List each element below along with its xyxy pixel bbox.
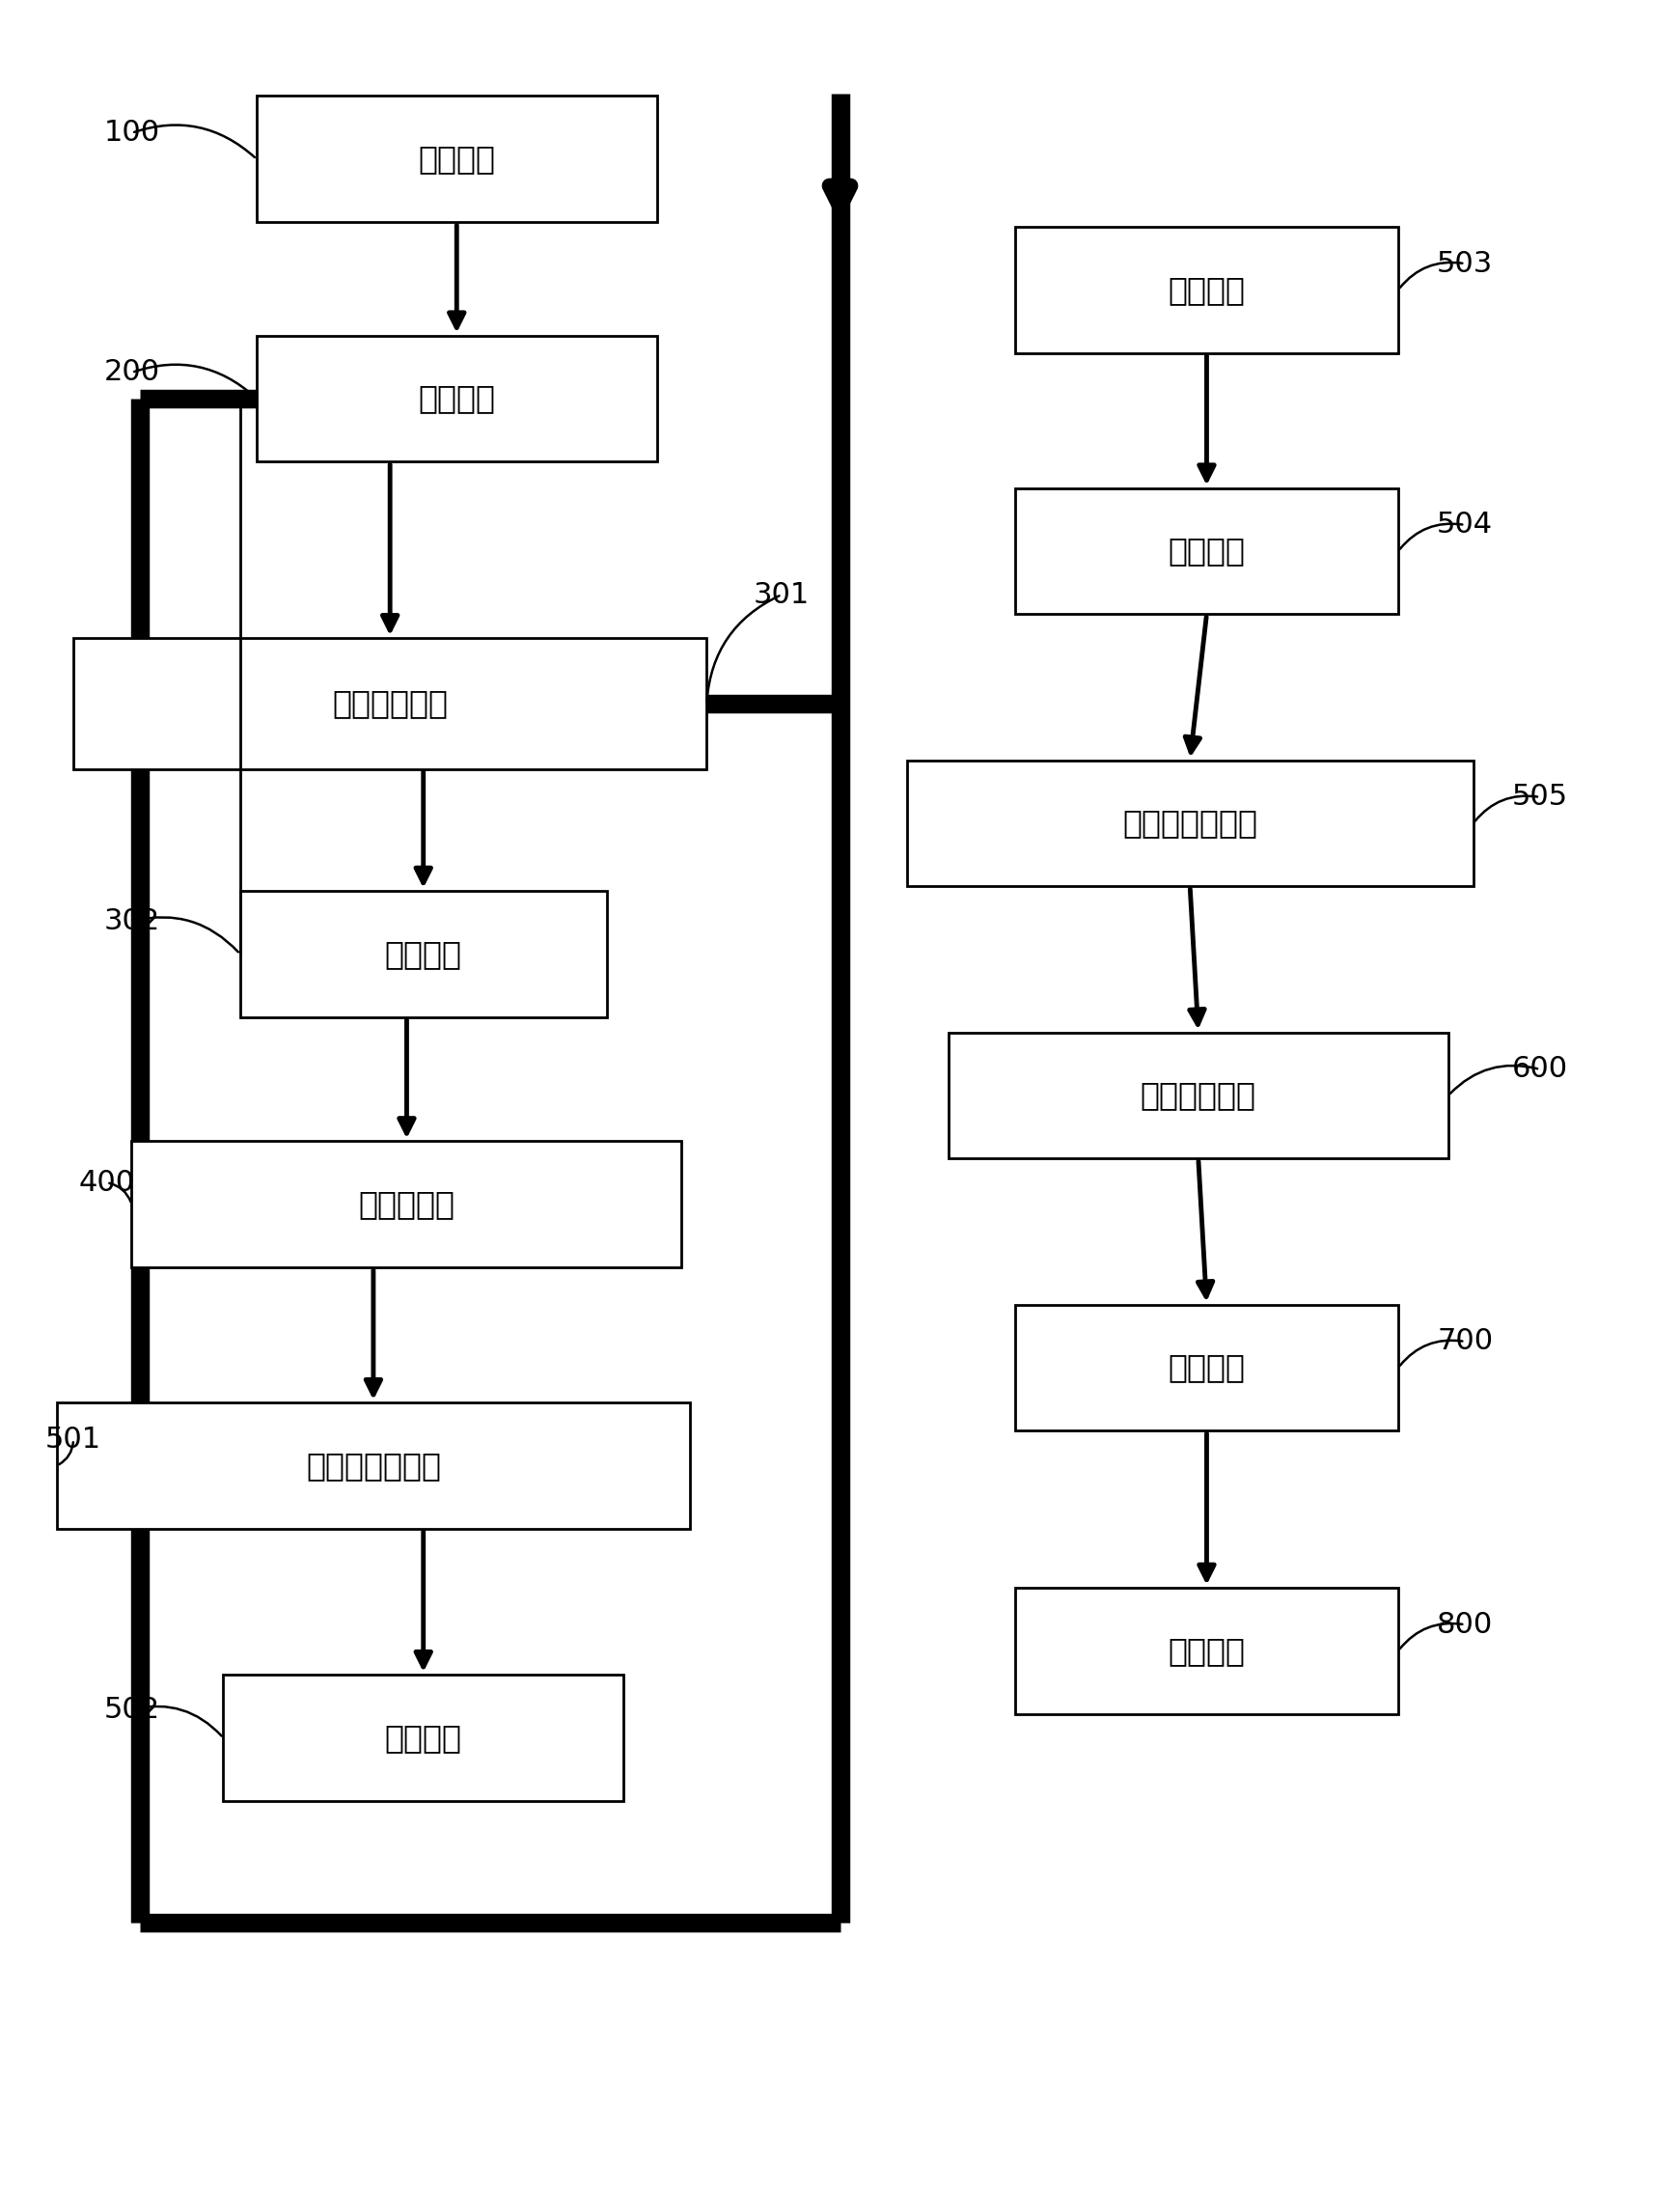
Text: 505: 505 <box>1512 782 1567 811</box>
Text: 溅镱步骤: 溅镱步骤 <box>385 938 462 971</box>
Bar <box>1015 226 1398 353</box>
Text: 200: 200 <box>104 359 160 386</box>
Text: 光阵层去除步骤: 光阵层去除步骤 <box>1122 806 1258 839</box>
Text: 镀銀步骤: 镀銀步骤 <box>1168 1634 1245 1667</box>
Bar <box>223 1674 623 1801</box>
Bar <box>257 96 657 221</box>
Text: 曝光步骤: 曝光步骤 <box>385 1722 462 1753</box>
Text: 钒孔步骤: 钒孔步骤 <box>418 383 496 414</box>
Text: 显影步骤: 显影步骤 <box>1168 274 1245 307</box>
Text: 800: 800 <box>1436 1610 1494 1639</box>
Text: 线路成型步骤: 线路成型步骤 <box>1141 1080 1257 1111</box>
Text: 印刷填孔步骤: 印刷填孔步骤 <box>333 688 449 719</box>
Bar <box>131 1142 682 1269</box>
Bar <box>240 892 606 1017</box>
Text: 502: 502 <box>104 1696 160 1724</box>
Text: 504: 504 <box>1436 511 1494 539</box>
Bar <box>57 1402 690 1529</box>
Text: 700: 700 <box>1436 1328 1494 1356</box>
Bar <box>1015 1588 1398 1713</box>
Bar <box>257 335 657 462</box>
Bar <box>74 638 707 769</box>
Text: 400: 400 <box>79 1168 134 1196</box>
Text: 600: 600 <box>1512 1056 1567 1082</box>
Text: 301: 301 <box>754 581 810 609</box>
Bar <box>1015 489 1398 613</box>
Text: 光阵层形成步骤: 光阵层形成步骤 <box>306 1450 440 1481</box>
Bar <box>907 760 1473 887</box>
Text: 蚀刻步骤: 蚀刻步骤 <box>1168 535 1245 567</box>
Text: 基板步骤: 基板步骤 <box>418 142 496 175</box>
Text: 镀镍步骤: 镀镍步骤 <box>1168 1352 1245 1385</box>
Text: 100: 100 <box>104 118 160 147</box>
Text: 302: 302 <box>104 907 160 936</box>
Bar <box>1015 1304 1398 1431</box>
Bar <box>948 1032 1448 1159</box>
Text: 电镀铜步骤: 电镀铜步骤 <box>358 1188 455 1220</box>
Text: 503: 503 <box>1436 250 1494 278</box>
Text: 501: 501 <box>45 1426 101 1453</box>
